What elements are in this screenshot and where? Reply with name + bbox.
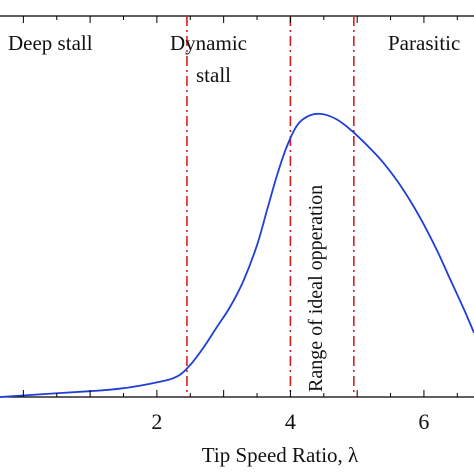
region-label-parasitic: Parasitic [388,31,460,55]
x-tick-label: 2 [151,409,162,434]
x-axis-label: Tip Speed Ratio, λ [202,443,359,467]
plot-frame [0,15,474,398]
x-tick-label: 4 [285,409,296,434]
region-dividers [186,16,355,397]
region-label-stall: stall [196,63,231,87]
ideal-range-annotation: Range of ideal opperation [305,185,327,392]
x-ticks: 2 4 6 [22,16,458,434]
region-label-deep-stall: Deep stall [8,31,93,55]
x-tick-label: 6 [418,409,429,434]
region-label-dynamic: Dynamic [170,31,247,55]
series [0,112,474,398]
power-coefficient-curve [0,112,474,398]
